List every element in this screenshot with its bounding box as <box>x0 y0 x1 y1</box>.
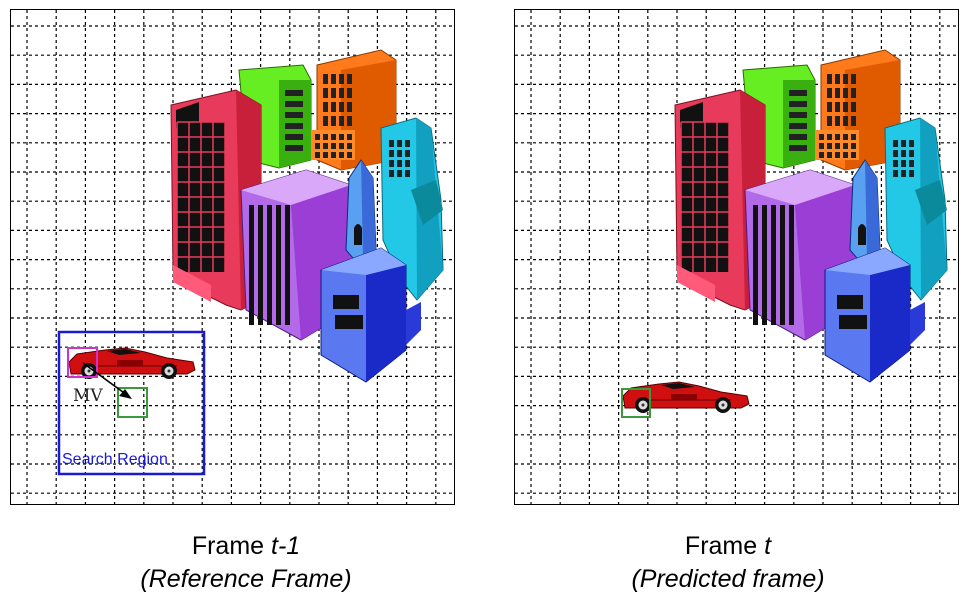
city-buildings <box>170 49 444 383</box>
motion-vector-label: MV <box>73 386 103 406</box>
matched-block-marker <box>117 387 148 418</box>
caption-title: Frame t <box>684 532 772 560</box>
reference-frame-canvas <box>11 10 454 504</box>
reference-frame-panel <box>10 9 455 505</box>
predicted-frame-caption: Frame t (Predicted frame) <box>563 530 893 596</box>
city-buildings <box>674 49 948 383</box>
caption-subtitle: (Predicted frame) <box>631 565 825 593</box>
caption-subtitle: (Reference Frame) <box>140 565 352 593</box>
caption-title: Frame t-1 <box>191 532 301 560</box>
predicted-frame-canvas <box>515 10 958 504</box>
matched-block-marker <box>621 388 651 418</box>
car <box>622 381 750 413</box>
search-region-box <box>57 330 206 476</box>
search-region-label: Search Region <box>62 451 168 468</box>
motion-vector-arrow <box>82 362 132 399</box>
reference-frame-caption: Frame t-1 (Reference Frame) <box>81 530 411 596</box>
car <box>68 347 196 379</box>
predicted-frame-panel <box>514 9 959 505</box>
current-block-marker <box>67 347 98 378</box>
